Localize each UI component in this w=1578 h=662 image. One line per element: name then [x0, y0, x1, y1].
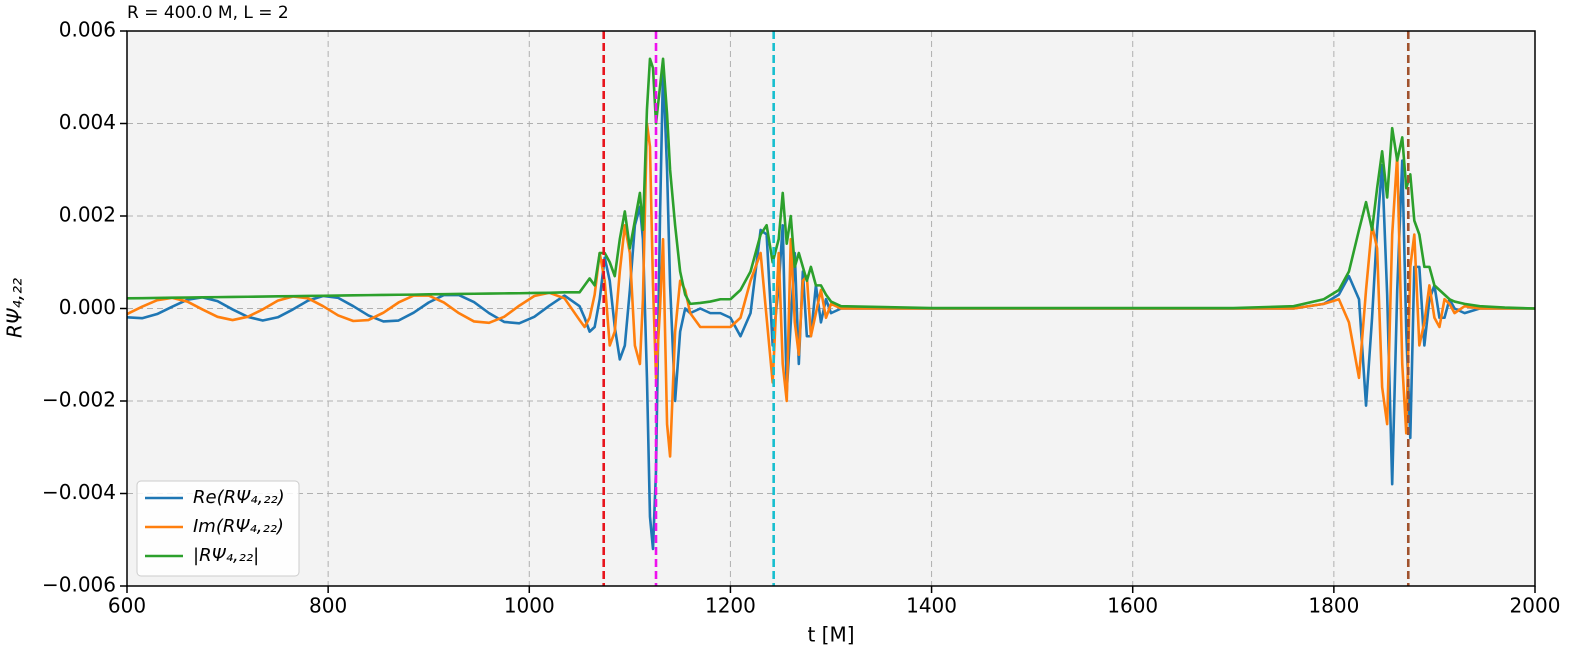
legend: Re(RΨ₄,₂₂) Im(RΨ₄,₂₂) |RΨ₄,₂₂| — [136, 480, 300, 577]
y-tick-label: −0.004 — [42, 480, 116, 504]
x-axis-label: t [M] — [807, 623, 854, 647]
x-tick-label: 1400 — [906, 594, 957, 618]
series-line — [126, 57, 1536, 310]
x-tick-label: 1600 — [1107, 594, 1158, 618]
y-tick-label: 0.002 — [59, 203, 116, 227]
x-tick-label: 1200 — [705, 594, 756, 618]
x-tick-label: 600 — [108, 594, 146, 618]
legend-label: Re(RΨ₄,₂₂) — [193, 487, 285, 508]
y-tick-label: −0.002 — [42, 388, 116, 412]
y-tick-label: 0.000 — [59, 295, 116, 319]
marks — [126, 31, 1536, 586]
y-tick-label: 0.006 — [59, 18, 116, 42]
x-tick-label: 1800 — [1308, 594, 1359, 618]
legend-box — [136, 480, 300, 577]
legend-label: |RΨ₄,₂₂| — [193, 545, 259, 566]
x-tick-label: 1000 — [504, 594, 555, 618]
series-line — [126, 122, 1535, 458]
axes: −0.006 −0.004 −0.002 0.000 0.002 0.004 0.006 60… — [42, 18, 1560, 618]
y-tick-label: 0.004 — [59, 110, 116, 134]
x-tick-label: 800 — [309, 594, 347, 618]
chart-title: R = 400.0 M, L = 2 — [127, 3, 289, 23]
y-axis-label: RΨ₄,₂₂ — [3, 278, 27, 338]
legend-label: Im(RΨ₄,₂₂) — [193, 516, 284, 537]
y-tick-label: −0.006 — [42, 573, 116, 597]
x-tick-label: 2000 — [1510, 594, 1561, 618]
